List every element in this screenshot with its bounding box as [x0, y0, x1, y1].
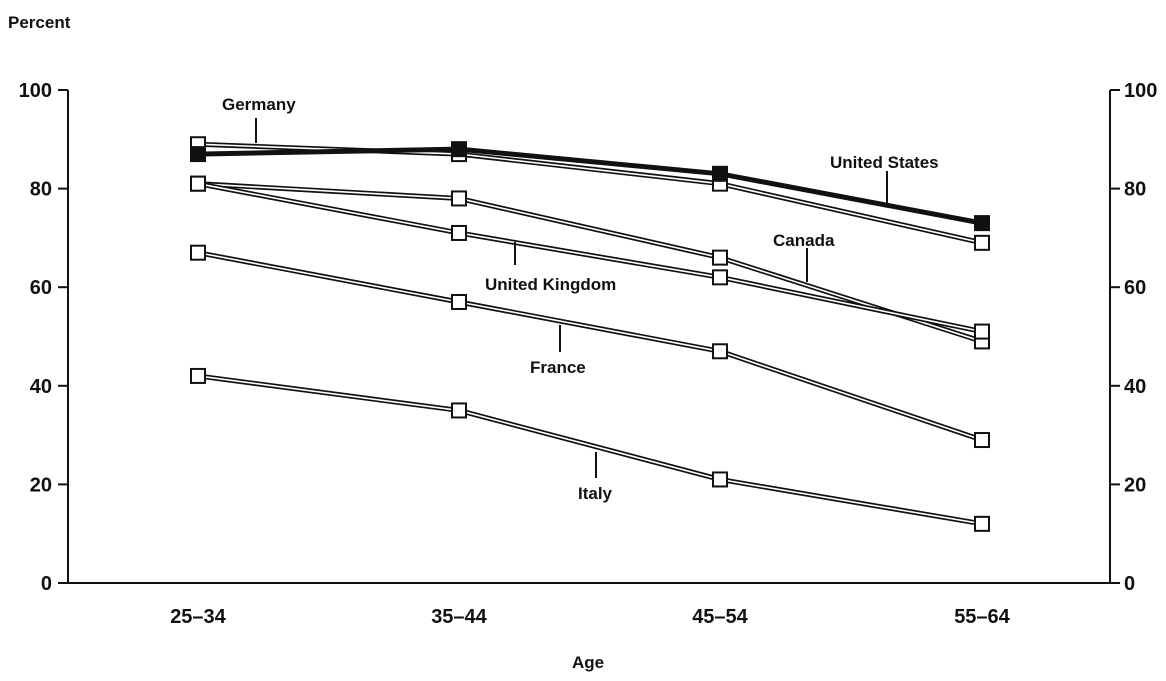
- label-united-states: United States: [830, 153, 939, 205]
- series-line-france: [197, 251, 983, 441]
- marker-united-kingdom: [190, 175, 206, 192]
- x-ticks: 25–34 35–44 45–54 55–64: [170, 606, 1010, 628]
- y-ticks-right: 0 20 40 60 80 100: [1110, 80, 1157, 595]
- marker-germany: [974, 234, 990, 251]
- series-label-united-kingdom: United Kingdom: [485, 275, 616, 294]
- marker-united-states: [190, 146, 206, 163]
- series-united-kingdom: [190, 175, 990, 340]
- y-tick-label-right: 60: [1124, 277, 1146, 299]
- series-group: [190, 136, 990, 532]
- label-united-kingdom: United Kingdom: [485, 242, 616, 294]
- marker-france: [974, 432, 990, 449]
- y-tick-label-left: 40: [30, 376, 52, 398]
- marker-united-kingdom: [451, 224, 467, 241]
- marker-italy: [974, 515, 990, 532]
- x-tick-label: 45–54: [692, 606, 748, 628]
- series-label-france: France: [530, 358, 586, 377]
- series-label-germany: Germany: [222, 95, 296, 114]
- y-axis-title: Percent: [8, 13, 71, 32]
- marker-italy: [451, 402, 467, 419]
- marker-united-kingdom: [974, 323, 990, 340]
- series-label-united-states: United States: [830, 153, 939, 172]
- marker-canada: [451, 190, 467, 207]
- marker-united-kingdom: [712, 269, 728, 286]
- series-line-united-states: [197, 146, 983, 226]
- y-tick-label-right: 80: [1124, 179, 1146, 201]
- label-italy: Italy: [578, 452, 613, 503]
- y-tick-label-right: 100: [1124, 80, 1157, 102]
- marker-united-states: [451, 141, 467, 158]
- x-axis-title: Age: [572, 653, 604, 672]
- x-tick-label: 25–34: [170, 606, 226, 628]
- marker-france: [712, 343, 728, 360]
- y-tick-label-left: 20: [30, 474, 52, 496]
- marker-france: [190, 244, 206, 261]
- marker-canada: [712, 249, 728, 266]
- series-line-italy: [197, 375, 983, 525]
- series-line-united-kingdom: [197, 182, 983, 333]
- marker-italy: [712, 471, 728, 488]
- x-tick-label: 35–44: [431, 606, 487, 628]
- marker-united-states: [974, 215, 990, 232]
- y-tick-label-left: 100: [19, 80, 52, 102]
- marker-italy: [190, 367, 206, 384]
- y-tick-label-right: 40: [1124, 376, 1146, 398]
- y-tick-label-left: 60: [30, 277, 52, 299]
- series-label-italy: Italy: [578, 484, 613, 503]
- y-tick-label-right: 20: [1124, 474, 1146, 496]
- y-tick-label-left: 0: [41, 573, 52, 595]
- series-italy: [190, 367, 990, 532]
- series-label-canada: Canada: [773, 231, 835, 250]
- y-ticks-left: 0 20 40 60 80 100: [19, 80, 68, 595]
- marker-france: [451, 293, 467, 310]
- series-united-states: [190, 141, 990, 232]
- label-france: France: [530, 325, 586, 377]
- y-tick-label-right: 0: [1124, 573, 1135, 595]
- x-tick-label: 55–64: [954, 606, 1010, 628]
- label-canada: Canada: [773, 231, 835, 282]
- label-germany: Germany: [222, 95, 296, 143]
- series-france: [190, 244, 990, 449]
- marker-united-states: [712, 165, 728, 182]
- series-line-canada: [197, 182, 983, 343]
- y-tick-label-left: 80: [30, 179, 52, 201]
